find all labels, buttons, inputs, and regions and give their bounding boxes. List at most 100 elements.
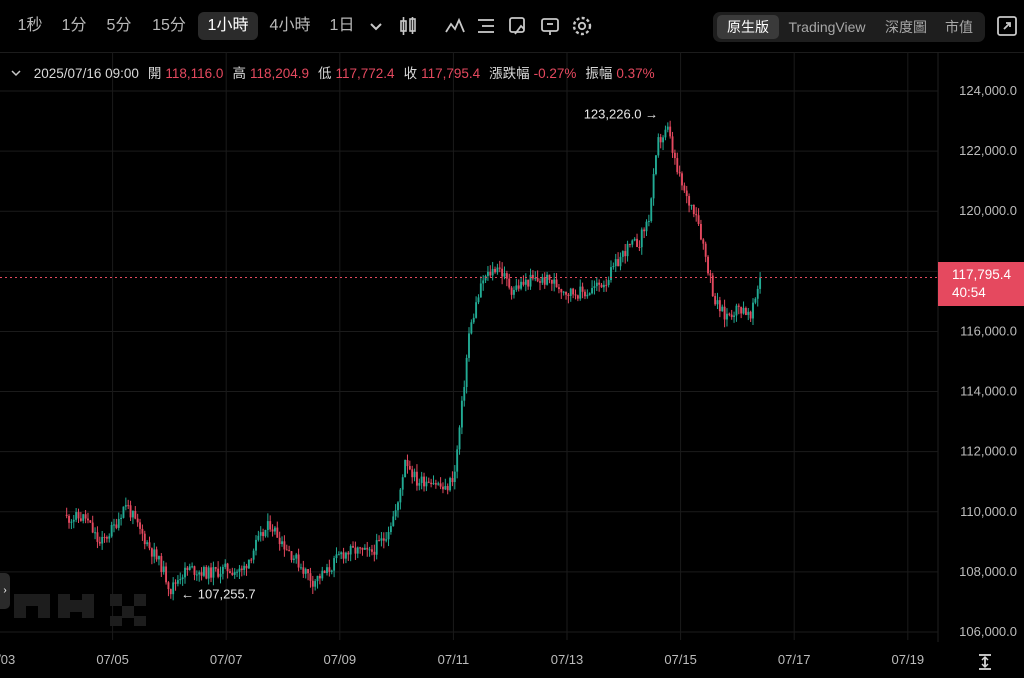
fullscreen-icon[interactable] <box>995 14 1019 38</box>
expand-panel-button[interactable]: › <box>0 573 10 609</box>
candle-body <box>723 306 726 320</box>
candle-body <box>243 565 246 571</box>
interval-1m[interactable]: 1分 <box>61 17 87 34</box>
candle-body <box>129 505 132 518</box>
candle-body <box>110 524 113 537</box>
candle-body <box>718 300 721 312</box>
candle-countdown: 40:54 <box>952 285 986 300</box>
layout-icon[interactable] <box>538 14 562 38</box>
candle-body <box>553 279 556 284</box>
candlestick-chart[interactable]: 124,000.0122,000.0120,000.0118,000.0116,… <box>0 52 1024 678</box>
candle-body <box>113 524 115 526</box>
candle-body <box>576 295 579 299</box>
interval-5m[interactable]: 5分 <box>106 17 132 34</box>
candle-body <box>103 536 106 538</box>
candle-body <box>427 481 430 483</box>
candle-body <box>193 566 196 575</box>
candle-body <box>359 547 362 549</box>
candle-body <box>226 563 229 572</box>
interval-4h[interactable]: 4小時 <box>269 17 311 34</box>
candle-body <box>188 566 191 571</box>
change-value: -0.27% <box>533 66 577 81</box>
candle-body <box>378 540 381 542</box>
candle-body <box>295 554 298 559</box>
candle-body <box>309 573 312 581</box>
indicators-icon[interactable] <box>443 14 467 38</box>
candle-body <box>221 566 224 574</box>
view-native[interactable]: 原生版 <box>717 15 779 39</box>
candle-body <box>560 289 563 293</box>
candle-body <box>697 215 700 224</box>
candle-body <box>456 449 459 472</box>
x-tick-label: 07/07 <box>210 652 243 667</box>
candle-body <box>515 285 518 290</box>
candle-body <box>434 483 437 485</box>
candle-body <box>489 271 492 276</box>
list-icon[interactable] <box>474 14 498 38</box>
candle-body <box>186 567 189 571</box>
candle-body <box>131 510 134 518</box>
candle-body <box>191 566 194 568</box>
interval-1h[interactable]: 1小時 <box>198 12 258 40</box>
low-label: 低 <box>318 66 332 81</box>
current-price-tag: 117,795.4 40:54 <box>938 262 1024 306</box>
candle-body <box>669 126 672 137</box>
candle-body <box>657 137 660 156</box>
candle-body <box>527 279 530 287</box>
candle-body <box>302 567 305 574</box>
candle-body <box>607 280 610 285</box>
candle-body <box>695 214 698 216</box>
candle-body <box>472 317 475 323</box>
candle-body <box>72 519 75 522</box>
candle-body <box>347 552 350 555</box>
legend-collapse-icon[interactable] <box>10 66 26 81</box>
candle-body <box>513 289 515 295</box>
high-label: 高 <box>232 66 246 81</box>
candle-body <box>77 512 80 519</box>
draw-tool-icon[interactable] <box>506 14 530 38</box>
candle-body <box>742 307 745 314</box>
candle-body <box>231 572 234 575</box>
candle-body <box>733 315 736 317</box>
candle-body <box>143 533 146 545</box>
candle-body <box>562 291 565 293</box>
auto-scale-icon[interactable] <box>975 652 995 672</box>
chevron-down-icon[interactable] <box>364 14 388 38</box>
candle-body <box>508 278 511 288</box>
candle-body <box>709 273 712 276</box>
candle-type-icon[interactable] <box>396 14 420 38</box>
candle-body <box>465 357 468 388</box>
candle-body <box>449 478 452 491</box>
candle-body <box>529 274 532 287</box>
candle-body <box>479 283 482 298</box>
candle-body <box>65 514 68 516</box>
y-tick-label: 112,000.0 <box>960 444 1017 459</box>
candle-body <box>460 400 463 428</box>
interval-1s[interactable]: 1秒 <box>17 17 43 34</box>
interval-15m[interactable]: 15分 <box>152 17 186 34</box>
current-price: 117,795.4 <box>952 267 1012 282</box>
candle-body <box>368 549 371 551</box>
candle-body <box>555 279 558 288</box>
candle-body <box>205 567 208 579</box>
candle-body <box>612 266 615 268</box>
candle-body <box>614 259 617 267</box>
candle-body <box>444 486 447 490</box>
okx-watermark <box>14 592 164 633</box>
candle-body <box>550 279 553 284</box>
candle-body <box>127 505 130 507</box>
candle-body <box>593 286 596 288</box>
view-depth[interactable]: 深度圖 <box>885 19 927 35</box>
view-market-cap[interactable]: 市值 <box>945 19 973 35</box>
candle-body <box>517 285 520 289</box>
y-tick-label: 110,000.0 <box>960 504 1017 519</box>
view-tradingview[interactable]: TradingView <box>788 19 866 35</box>
gear-icon[interactable] <box>570 14 594 38</box>
candle-body <box>598 282 601 285</box>
candle-body <box>371 549 373 552</box>
change-label: 漲跌幅 <box>489 66 530 81</box>
candle-body <box>401 477 404 490</box>
candle-body <box>643 229 646 232</box>
interval-1d[interactable]: 1日 <box>329 17 355 34</box>
candle-body <box>389 526 392 532</box>
